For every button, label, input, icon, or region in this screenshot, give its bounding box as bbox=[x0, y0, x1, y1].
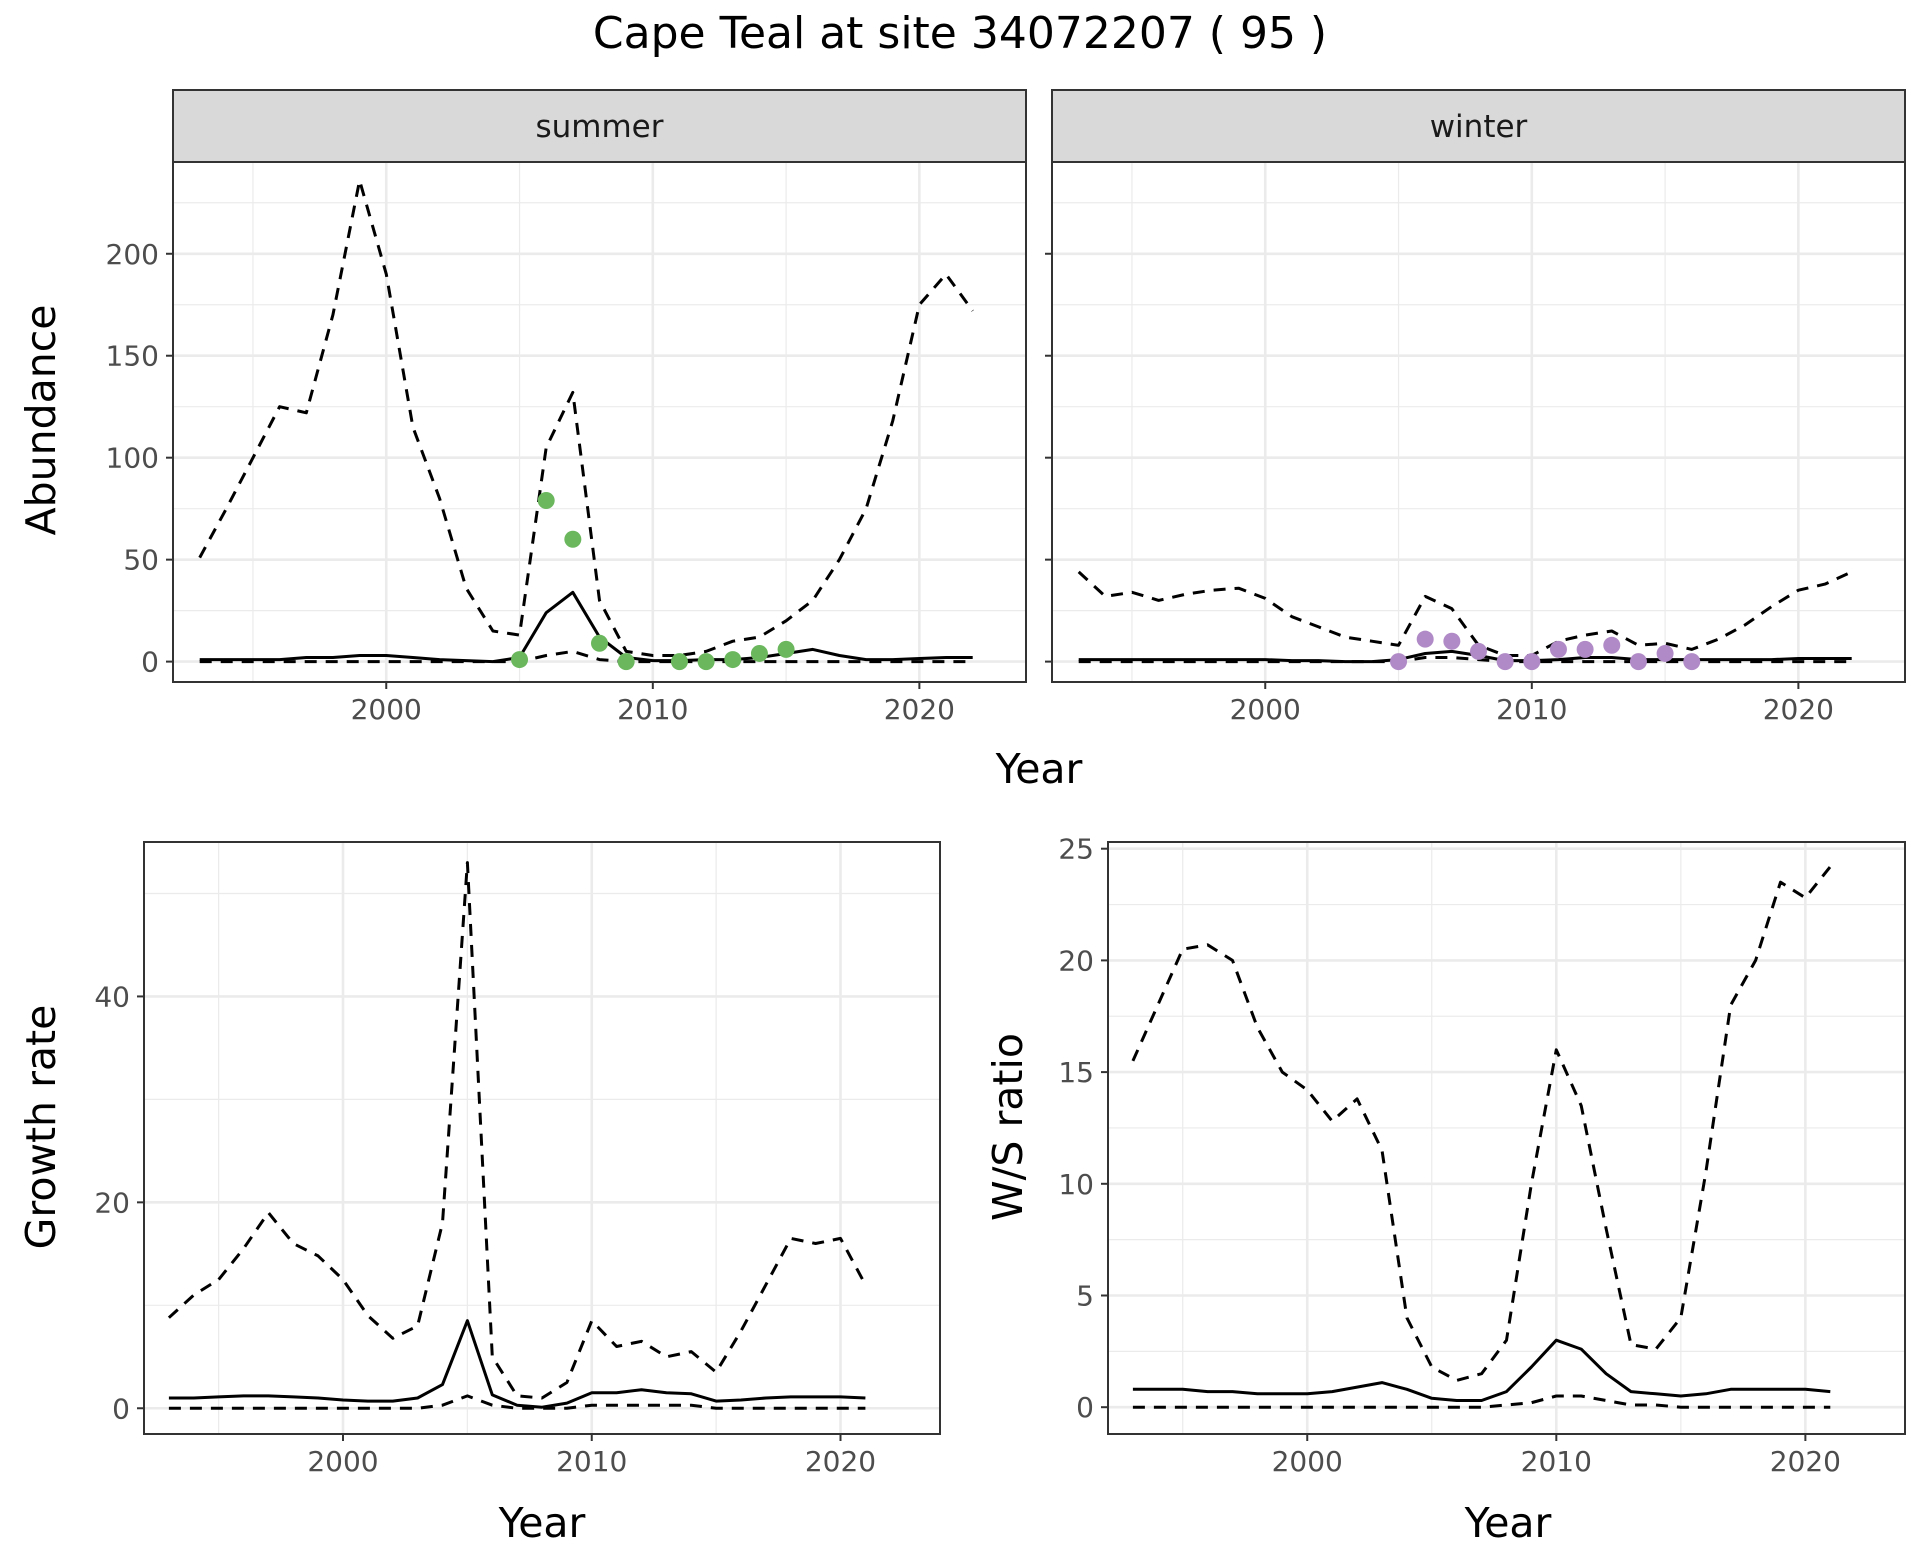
growth-rate-y-tick-label: 40 bbox=[94, 980, 130, 1013]
winter-data-point bbox=[1443, 632, 1461, 650]
growth-rate-plot-background bbox=[144, 842, 940, 1434]
summer-x-tick-label: 2000 bbox=[351, 693, 422, 726]
panel-winter: winter 2000 2010 2020 bbox=[1045, 89, 1906, 726]
winter-data-point bbox=[1603, 636, 1621, 654]
growth-rate-y-axis-title: Growth rate bbox=[17, 1005, 65, 1250]
ws-ratio-series-line-1 bbox=[1131, 865, 1832, 1382]
ws-ratio-y-tick-label: 15 bbox=[1058, 1056, 1094, 1089]
winter-x-tick-label: 2020 bbox=[1763, 693, 1834, 726]
ws-ratio-series-line-2 bbox=[1132, 1394, 1831, 1409]
ws-ratio-x-tick-label: 2000 bbox=[1272, 1445, 1343, 1478]
summer-data-point bbox=[511, 651, 529, 669]
winter-plot-border bbox=[1051, 161, 1906, 683]
winter-series-line-2 bbox=[1078, 656, 1852, 664]
growth-rate-x-tick-label: 2020 bbox=[805, 1445, 876, 1478]
figure-title: Cape Teal at site 34072207 ( 95 ) bbox=[593, 8, 1327, 59]
summer-series-line-0 bbox=[199, 590, 973, 664]
summer-data-point bbox=[750, 644, 768, 662]
summer-data-point bbox=[777, 640, 795, 658]
ws-ratio-y-tick-label: 5 bbox=[1076, 1279, 1094, 1312]
ws-ratio-plot-background bbox=[1108, 842, 1905, 1434]
ws-ratio-x-tick-label: 2020 bbox=[1770, 1445, 1841, 1478]
summer-x-tick-label: 2020 bbox=[884, 693, 955, 726]
growth-rate-x-tick-label: 2010 bbox=[556, 1445, 627, 1478]
ws-ratio-y-tick-label: 0 bbox=[1076, 1391, 1094, 1424]
winter-plot-background bbox=[1052, 162, 1905, 682]
ws-ratio-y-tick-label: 25 bbox=[1058, 833, 1094, 866]
winter-data-point bbox=[1576, 640, 1594, 658]
summer-strip bbox=[172, 89, 1027, 163]
winter-strip-label: winter bbox=[1430, 109, 1528, 145]
summer-data-point bbox=[591, 634, 608, 652]
winter-data-point bbox=[1470, 642, 1487, 660]
summer-data-point bbox=[724, 651, 742, 669]
winter-data-point bbox=[1549, 640, 1567, 658]
summer-data-point bbox=[564, 530, 582, 548]
winter-series-line-1 bbox=[1077, 570, 1853, 657]
winter-x-tick-label: 2010 bbox=[1496, 693, 1567, 726]
ws-ratio-y-tick-label: 10 bbox=[1058, 1168, 1094, 1201]
summer-plot-border bbox=[172, 161, 1027, 683]
winter-data-point bbox=[1629, 653, 1647, 671]
winter-strip bbox=[1051, 89, 1906, 163]
panel-ws-ratio: 2000 2010 2020 0 5 10 15 20 25 W/S ratio Year bbox=[984, 833, 1906, 1547]
growth-rate-plot: 2000 2010 2020 0 20 40 bbox=[94, 841, 941, 1478]
summer-plot: 2000 2010 2020 0 50 100 150 200 bbox=[106, 161, 1027, 726]
growth-rate-plot-border bbox=[143, 841, 941, 1435]
ws-ratio-x-axis-title: Year bbox=[1464, 1499, 1552, 1547]
summer-data-point bbox=[617, 653, 635, 671]
growth-rate-series-line-0 bbox=[168, 1319, 866, 1409]
winter-x-tick-label: 2000 bbox=[1230, 693, 1301, 726]
ws-ratio-plot-border bbox=[1107, 841, 1906, 1435]
summer-strip-label: summer bbox=[535, 109, 663, 145]
summer-y-tick-label: 50 bbox=[123, 544, 159, 577]
growth-rate-series-line-1 bbox=[167, 861, 867, 1400]
ws-ratio-plot: 2000 2010 2020 0 5 10 15 20 25 bbox=[1058, 833, 1906, 1478]
ws-ratio-y-axis-title: W/S ratio bbox=[984, 1033, 1032, 1221]
panel-summer: summer 2000 2010 2020 0 50 100 150 200 bbox=[106, 89, 1027, 726]
winter-plot: 2000 2010 2020 bbox=[1045, 161, 1906, 726]
winter-data-point bbox=[1390, 653, 1408, 671]
growth-rate-x-axis-title: Year bbox=[498, 1499, 586, 1547]
summer-data-point bbox=[670, 653, 688, 671]
summer-data-point bbox=[697, 653, 715, 671]
ws-ratio-x-tick-label: 2010 bbox=[1521, 1445, 1592, 1478]
abundance-x-axis-title: Year bbox=[995, 745, 1083, 793]
winter-data-point bbox=[1416, 630, 1434, 648]
summer-series-line-2 bbox=[199, 649, 973, 664]
growth-rate-y-tick-label: 20 bbox=[94, 1186, 130, 1219]
summer-series-line-1 bbox=[198, 178, 974, 657]
summer-y-tick-label: 150 bbox=[106, 340, 159, 373]
winter-data-point bbox=[1656, 644, 1674, 662]
growth-rate-x-tick-label: 2000 bbox=[307, 1445, 378, 1478]
ws-ratio-y-tick-label: 20 bbox=[1058, 944, 1094, 977]
winter-series-line-0 bbox=[1078, 649, 1852, 664]
winter-data-point bbox=[1683, 653, 1701, 671]
abundance-y-axis-title: Abundance bbox=[17, 305, 65, 536]
panel-growth-rate: 2000 2010 2020 0 20 40 Growth rate Year bbox=[17, 841, 941, 1547]
summer-y-tick-label: 200 bbox=[106, 238, 159, 271]
winter-data-point bbox=[1496, 653, 1514, 671]
summer-plot-background bbox=[173, 162, 1026, 682]
growth-rate-series-line-2 bbox=[168, 1394, 866, 1410]
ws-ratio-series-line-0 bbox=[1132, 1338, 1831, 1402]
summer-y-tick-label: 0 bbox=[141, 646, 159, 679]
summer-data-point bbox=[537, 492, 555, 510]
summer-x-tick-label: 2010 bbox=[617, 693, 688, 726]
growth-rate-y-tick-label: 0 bbox=[112, 1392, 130, 1425]
winter-data-point bbox=[1523, 653, 1541, 671]
summer-y-tick-label: 100 bbox=[106, 442, 159, 475]
